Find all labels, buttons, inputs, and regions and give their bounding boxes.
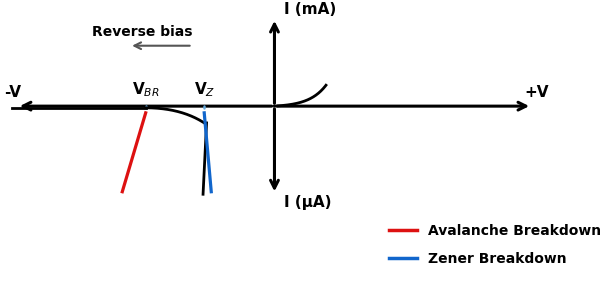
Text: V$_Z$: V$_Z$ — [194, 80, 215, 99]
Text: +V: +V — [524, 85, 549, 100]
Text: -V: -V — [4, 85, 21, 100]
Text: V$_{BR}$: V$_{BR}$ — [132, 80, 160, 99]
Text: Reverse bias: Reverse bias — [92, 25, 193, 39]
Text: I (mA): I (mA) — [284, 2, 336, 17]
Text: I (μA): I (μA) — [284, 195, 331, 210]
Legend: Avalanche Breakdown, Zener Breakdown: Avalanche Breakdown, Zener Breakdown — [383, 218, 600, 271]
